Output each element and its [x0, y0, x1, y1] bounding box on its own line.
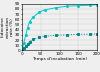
Fibre 100 µm PDMS: [55, 35, 56, 36]
Fibre 60 µm PDMS/DVB: [33, 17, 34, 18]
Fibre 100 µm PDMS: [21, 50, 23, 51]
Fibre 60 µm PDMS/DVB: [78, 5, 79, 6]
Fibre 100 µm PDMS: [44, 36, 45, 37]
Fibre 100 µm PDMS: [89, 34, 90, 35]
X-axis label: Temps d'incubation (min): Temps d'incubation (min): [32, 57, 87, 61]
Y-axis label: Lidocaine
extraction
rate (%): Lidocaine extraction rate (%): [1, 16, 14, 38]
Fibre 100 µm PDMS: [38, 37, 40, 38]
Line: Fibre 60 µm PDMS/DVB: Fibre 60 µm PDMS/DVB: [21, 4, 98, 51]
Fibre 100 µm PDMS: [25, 45, 26, 46]
Line: Fibre 100 µm PDMS: Fibre 100 µm PDMS: [21, 33, 98, 51]
Fibre 60 µm PDMS/DVB: [66, 6, 68, 7]
Fibre 60 µm PDMS/DVB: [23, 42, 24, 43]
Fibre 100 µm PDMS: [29, 41, 30, 42]
Fibre 100 µm PDMS: [66, 34, 68, 35]
Fibre 60 µm PDMS/DVB: [89, 5, 90, 6]
Fibre 60 µm PDMS/DVB: [27, 27, 28, 28]
Fibre 60 µm PDMS/DVB: [21, 50, 23, 51]
Fibre 100 µm PDMS: [23, 47, 24, 48]
Fibre 60 µm PDMS/DVB: [55, 7, 56, 8]
Fibre 60 µm PDMS/DVB: [44, 9, 45, 10]
Fibre 60 µm PDMS/DVB: [96, 4, 98, 5]
Fibre 100 µm PDMS: [78, 34, 79, 35]
Fibre 100 µm PDMS: [27, 43, 28, 44]
Fibre 60 µm PDMS/DVB: [29, 21, 30, 22]
Fibre 60 µm PDMS/DVB: [38, 12, 40, 13]
Fibre 60 µm PDMS/DVB: [25, 34, 26, 35]
Fibre 100 µm PDMS: [96, 33, 98, 34]
Fibre 100 µm PDMS: [33, 39, 34, 40]
